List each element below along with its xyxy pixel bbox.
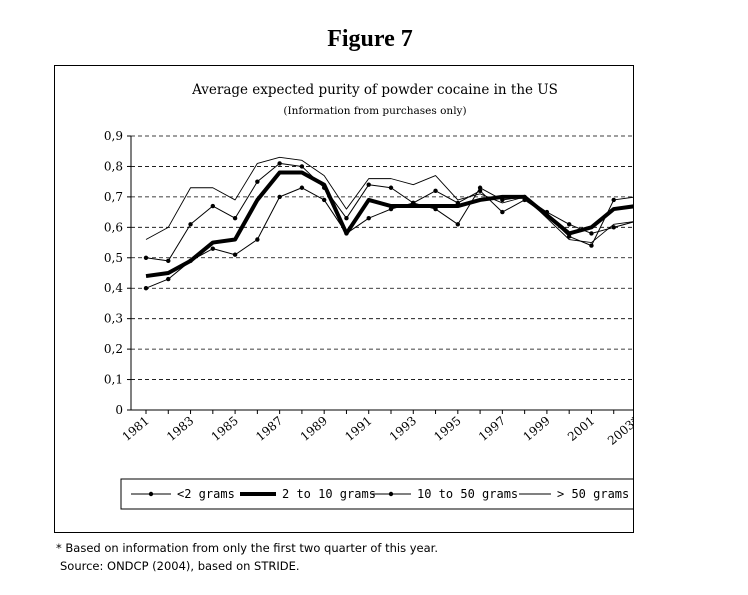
data-point <box>277 161 282 166</box>
legend-item: 10 to 50 grams <box>371 487 518 501</box>
legend-label: <2 grams <box>177 487 235 501</box>
x-tick-label: 1991 <box>342 414 374 444</box>
data-point <box>255 179 260 184</box>
data-point <box>232 252 238 257</box>
y-tick-label: 0,9 <box>104 129 123 143</box>
series-line <box>145 170 633 279</box>
x-tick-label: 1985 <box>209 414 241 444</box>
data-point <box>255 237 260 242</box>
y-tick-label: 0,7 <box>104 190 123 204</box>
chart-title: Average expected purity of powder cocain… <box>191 82 558 98</box>
data-point <box>299 185 305 190</box>
data-point <box>589 231 594 236</box>
legend-label: > 50 grams <box>557 487 629 501</box>
source-note: Source: ONDCP (2004), based on STRIDE. <box>60 559 300 573</box>
series-line <box>145 162 633 262</box>
figure-title: Figure 7 <box>327 26 413 52</box>
data-point <box>566 234 572 239</box>
data-point <box>433 188 438 193</box>
data-point <box>366 182 371 187</box>
data-point <box>143 286 149 291</box>
data-point <box>232 216 238 221</box>
legend-item: 2 to 10 grams <box>240 487 376 501</box>
y-tick-label: 0,1 <box>104 373 123 387</box>
y-tick-labels: 0 0,1 0,2 0,3 0,4 0,5 0,6 0,7 0,8 0,9 <box>104 129 123 417</box>
series-lines <box>143 156 633 291</box>
data-point <box>210 203 216 209</box>
x-tick-labels: 1981 1983 1985 1987 1989 1991 1993 1995 1997 1999… <box>120 414 633 448</box>
y-tick-label: 0,4 <box>104 281 123 295</box>
data-point <box>611 197 616 203</box>
series-0 <box>143 185 633 291</box>
legend-marker <box>388 491 394 497</box>
legend-item: <2 grams <box>131 487 235 501</box>
data-point <box>388 185 394 190</box>
series-3 <box>145 156 633 244</box>
chart-subtitle: (Information from purchases only) <box>283 105 466 117</box>
x-tick-label: 1989 <box>298 414 330 444</box>
data-point <box>477 185 483 190</box>
x-tick-label: 1981 <box>120 414 152 444</box>
data-point <box>566 222 572 227</box>
x-tick-label: 1999 <box>520 414 552 444</box>
series-1 <box>145 170 633 279</box>
x-tick-label: 1987 <box>253 414 285 444</box>
series-line <box>145 187 633 289</box>
x-tick-label: 1983 <box>164 414 196 444</box>
legend-label: 10 to 50 grams <box>417 487 518 501</box>
y-tick-label: 0,6 <box>104 220 123 234</box>
data-point <box>611 225 616 230</box>
gridlines <box>131 135 633 380</box>
x-tick-label: 1995 <box>431 414 463 444</box>
legend-marker <box>148 491 154 497</box>
x-tick-label: 1993 <box>387 414 419 444</box>
line-chart: Average expected purity of powder cocain… <box>104 82 633 510</box>
data-point <box>455 222 461 227</box>
data-point <box>188 222 193 227</box>
data-point <box>277 194 282 200</box>
axes <box>127 135 633 414</box>
footnote: * Based on information from only the fir… <box>56 541 438 555</box>
data-point <box>166 276 171 282</box>
y-tick-label: 0,5 <box>104 251 123 265</box>
x-tick-label: 1997 <box>476 414 508 444</box>
legend-item: > 50 grams <box>519 487 629 501</box>
legend-label: 2 to 10 grams <box>282 487 376 501</box>
data-point <box>589 243 594 248</box>
series-line <box>145 156 633 244</box>
legend: <2 grams 2 to 10 grams 10 to 50 grams > 50 … <box>120 478 633 510</box>
y-tick-label: 0,8 <box>104 159 123 173</box>
data-point <box>500 209 505 215</box>
data-point <box>344 216 349 221</box>
data-point <box>210 246 216 251</box>
legend-items: <2 grams 2 to 10 grams 10 to 50 grams > 50 … <box>131 487 629 501</box>
data-point <box>366 216 371 221</box>
x-tick-label: 2001 <box>565 414 597 444</box>
y-tick-label: 0,3 <box>104 312 123 326</box>
x-tick-label: 2003* <box>605 414 633 448</box>
y-tick-label: 0,2 <box>104 342 123 356</box>
data-point <box>299 164 305 169</box>
data-point <box>477 188 483 193</box>
y-tick-label: 0 <box>115 403 123 417</box>
data-point <box>166 258 171 264</box>
chart-frame: Average expected purity of powder cocain… <box>54 65 634 533</box>
series-2 <box>143 161 633 264</box>
data-point <box>143 255 149 260</box>
data-point <box>321 197 327 203</box>
